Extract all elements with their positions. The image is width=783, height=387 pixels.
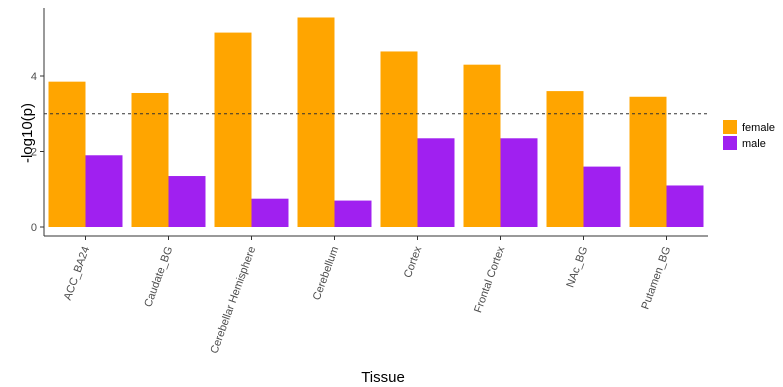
bar-male-0 — [85, 155, 123, 227]
bar-female-5 — [463, 64, 501, 227]
y-tick-label: 4 — [31, 71, 37, 83]
bar-male-6 — [583, 166, 621, 227]
bar-male-4 — [417, 138, 455, 227]
y-tick-label: 2 — [31, 147, 37, 159]
x-tick-label: NAc_BG — [564, 245, 590, 289]
x-tick-label: Cortex — [402, 244, 425, 279]
x-tick-label: ACC_BA24 — [62, 245, 93, 302]
bar-male-3 — [334, 200, 372, 227]
legend-label-male: male — [742, 138, 766, 150]
legend: female male — [723, 120, 775, 150]
x-axis-ticks: ACC_BA24 Caudate_BG Cerebellar Hemisphere C… — [62, 236, 673, 355]
y-tick-label: 0 — [31, 222, 37, 234]
bars — [48, 17, 704, 228]
bar-female-7 — [629, 96, 667, 227]
bar-female-4 — [380, 51, 418, 228]
x-tick-label: Cerebellum — [311, 245, 342, 302]
x-tick-label: Frontal Cortex — [472, 244, 507, 314]
bar-female-1 — [131, 92, 169, 227]
legend-swatch-male — [723, 136, 737, 150]
legend-swatch-female — [723, 120, 737, 134]
y-axis-ticks: 0 2 4 — [31, 71, 44, 234]
bar-female-2 — [214, 32, 252, 228]
bar-female-3 — [297, 17, 335, 227]
bar-female-0 — [48, 81, 86, 227]
x-tick-label: Caudate_BG — [142, 245, 175, 309]
x-tick-label: Cerebellar Hemisphere — [208, 245, 258, 355]
bar-male-2 — [251, 198, 289, 227]
bar-male-5 — [500, 138, 538, 227]
bar-male-7 — [666, 185, 704, 227]
x-tick-label: Putamen_BG — [639, 245, 673, 311]
plot-area: 0 2 4 ACC_BA24 Caudate_BG Cerebellar Hemisph… — [31, 8, 708, 355]
bar-female-6 — [546, 91, 584, 227]
x-axis-title: Tissue — [361, 369, 405, 386]
legend-label-female: female — [742, 122, 775, 134]
bar-male-1 — [168, 176, 206, 227]
y-axis-title: -log10(p) — [19, 103, 36, 163]
